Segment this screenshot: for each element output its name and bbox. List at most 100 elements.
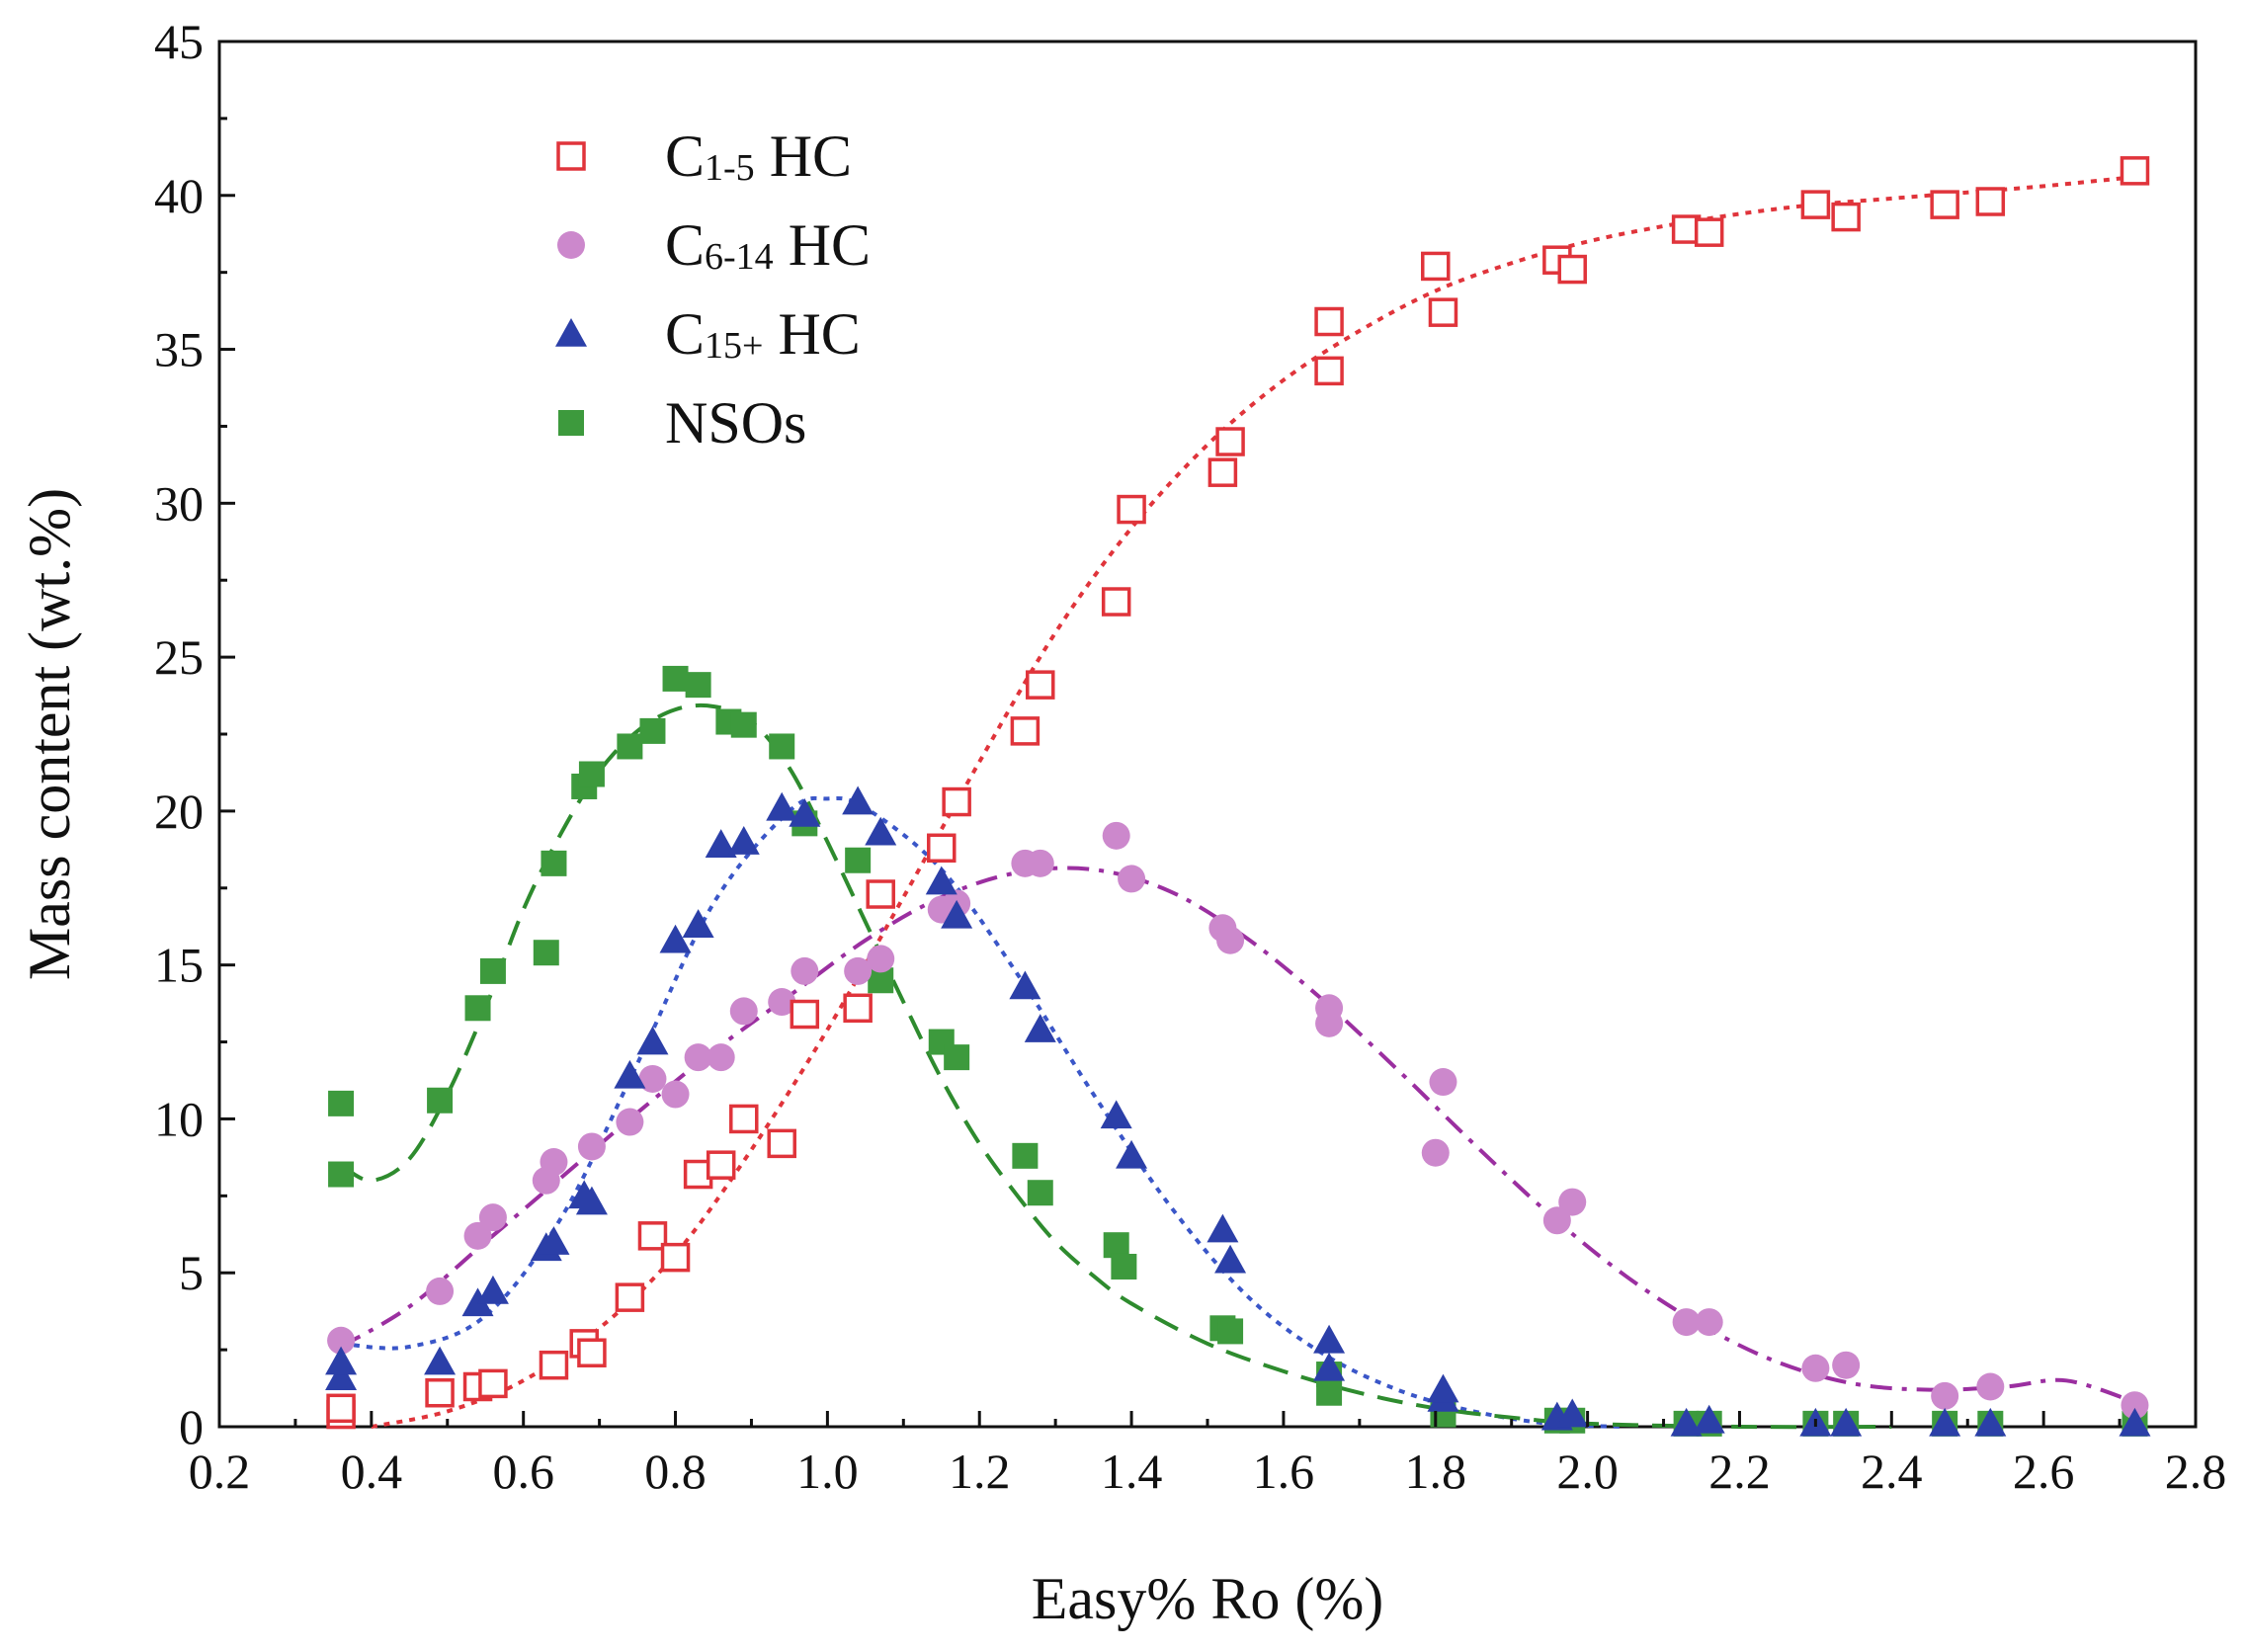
data-point-series-2 [2119,1407,2151,1437]
data-point-series-2 [325,1362,358,1390]
data-point-series-2 [476,1275,509,1304]
data-point-series-0 [942,786,971,817]
data-point-series-1 [791,956,819,985]
x-tick-label: 1.2 [949,1444,1011,1499]
data-point-series-0 [706,1150,736,1180]
data-point-series-1 [661,1080,690,1109]
data-point-series-3 [464,995,491,1022]
data-point-series-0 [539,1350,569,1380]
y-tick-label: 45 [154,14,204,69]
data-point-series-3 [1316,1379,1343,1406]
x-axis-title: Easy% Ro (%) [1032,1566,1384,1631]
x-tick-label: 2.2 [1708,1444,1771,1499]
y-tick-label: 20 [154,784,204,839]
data-point-series-2 [842,785,874,815]
data-point-series-3 [944,1044,970,1071]
data-point-series-1 [463,1221,492,1250]
data-point-series-2 [1116,1139,1148,1169]
data-point-series-2 [659,924,692,953]
data-point-series-2 [1214,1244,1247,1274]
data-point-series-0 [1314,306,1344,337]
data-point-series-3 [328,1090,355,1116]
data-point-series-0 [425,1377,455,1408]
data-point-series-2 [705,829,737,858]
data-point-series-0 [790,999,820,1030]
data-point-series-1 [684,1043,712,1072]
x-tick-label: 2.4 [1861,1444,1923,1499]
data-point-series-2 [1024,1014,1056,1042]
data-point-series-0 [1117,494,1146,525]
data-point-series-1 [1102,821,1130,850]
data-point-series-0 [843,993,873,1024]
fit-line-series-3 [340,702,1892,1430]
data-point-series-3 [1111,1253,1137,1280]
plot-frame [217,40,2198,1429]
data-point-series-0 [729,1104,759,1134]
data-point-series-3 [845,847,872,873]
data-point-series-1 [1931,1381,1959,1410]
legend-marker-0 [556,141,586,171]
data-point-series-1 [1542,1206,1571,1235]
y-tick-label: 40 [154,168,204,223]
data-point-series-0 [1428,297,1458,327]
data-point-series-2 [766,791,798,821]
y-tick-label: 5 [179,1245,204,1300]
data-point-series-3 [1217,1318,1244,1345]
legend-marker-3 [558,410,584,436]
data-point-series-0 [767,1128,796,1159]
y-tick-label: 0 [179,1399,204,1454]
data-point-series-0 [1557,254,1587,285]
legend-label-2: C15+ HC [665,301,861,367]
data-point-series-0 [1215,427,1245,456]
data-point-series-1 [768,988,796,1017]
data-point-series-2 [1427,1373,1459,1403]
x-tick-label: 0.4 [341,1444,403,1499]
x-tick-label: 1.6 [1253,1444,1315,1499]
data-point-series-2 [789,798,821,827]
data-point-series-1 [478,1203,507,1232]
data-point-series-2 [1670,1407,1703,1437]
data-point-series-2 [1313,1352,1346,1381]
data-point-series-3 [427,1087,454,1114]
fit-line-series-2 [340,795,1626,1429]
data-point-series-2 [1100,1100,1132,1129]
data-point-series-1 [867,945,895,973]
y-tick-label: 10 [154,1091,204,1146]
data-point-series-0 [326,1393,356,1424]
data-point-series-2 [1693,1404,1725,1434]
data-point-series-1 [1976,1372,2005,1401]
data-point-series-3 [662,665,689,692]
x-tick-label: 1.4 [1101,1444,1163,1499]
data-point-series-1 [1118,865,1146,893]
data-point-series-1 [327,1326,356,1355]
data-point-series-1 [1672,1308,1701,1337]
x-axis: 0.2 0.4 0.6 0.8 1.0 1.2 1.4 1.6 1.8 2.0 2.2 2.4 2.6 2… [189,1411,2226,1499]
data-point-series-3 [541,850,567,876]
data-point-series-1 [729,997,758,1026]
data-point-series-3 [1103,1232,1129,1259]
data-point-series-3 [639,717,666,744]
data-point-series-1 [1315,1009,1344,1037]
data-point-series-0 [1010,716,1040,746]
data-point-series-3 [730,711,757,738]
x-tick-label: 2.6 [2013,1444,2075,1499]
data-point-series-1 [616,1108,644,1136]
data-point-series-0 [1800,190,1831,219]
y-axis-title: Mass content (wt.%) [17,488,82,980]
data-point-series-2 [1207,1213,1239,1243]
data-point-series-0 [1207,457,1238,487]
data-point-series-1 [1429,1068,1457,1097]
data-point-series-0 [577,1338,607,1367]
data-point-series-3 [578,761,605,787]
data-point-series-1 [1801,1354,1830,1382]
x-tick-label: 2.0 [1556,1444,1619,1499]
data-point-series-2 [424,1346,457,1375]
data-point-series-2 [636,1026,669,1055]
data-point-series-0 [660,1242,691,1273]
data-point-series-0 [1694,217,1724,247]
data-point-series-2 [461,1287,494,1317]
x-tick-label: 0.6 [492,1444,554,1499]
data-point-series-1 [2121,1391,2149,1420]
